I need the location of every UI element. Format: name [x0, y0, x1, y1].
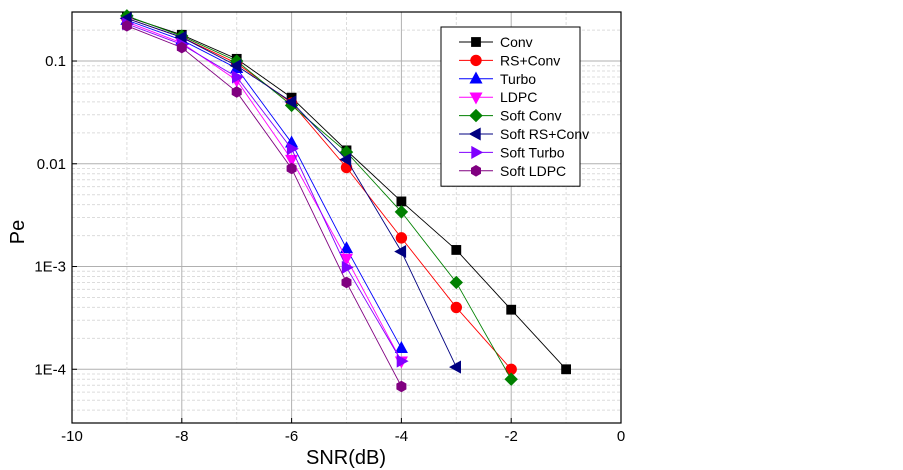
- data-point: [339, 241, 354, 254]
- series-line: [126, 23, 402, 362]
- legend-marker: [469, 108, 483, 123]
- data-point: [285, 154, 299, 167]
- series-line: [126, 25, 402, 387]
- y-tick-label: 0.01: [37, 156, 66, 173]
- series-soft-turbo: [122, 17, 409, 368]
- data-point: [396, 196, 407, 207]
- data-point: [284, 95, 297, 109]
- legend-label: Soft RS+Conv: [500, 126, 589, 142]
- series-line: [126, 19, 402, 349]
- data-point: [394, 205, 409, 219]
- legend-marker: [468, 127, 481, 141]
- legend-label: Soft LDPC: [500, 163, 566, 179]
- legend-label: Soft Conv: [500, 108, 561, 124]
- data-point: [232, 70, 244, 84]
- plot-frame: [71, 11, 622, 424]
- y-tick-label: 0.1: [45, 53, 66, 70]
- data-point: [394, 244, 407, 259]
- data-point: [286, 142, 299, 156]
- axis-ticks: -10 -8 -6 -4 -2 0 1E-4 1E-3 0.01 0.1: [34, 53, 625, 445]
- legend-marker: [471, 37, 481, 47]
- x-tick-label: -4: [395, 428, 408, 445]
- data-point: [449, 275, 464, 290]
- x-tick-label: 0: [617, 428, 625, 445]
- series-soft-ldpc: [121, 20, 407, 393]
- x-tick-label: -10: [61, 428, 83, 445]
- series-line: [126, 21, 402, 362]
- legend-label: Conv: [500, 34, 533, 50]
- legend-marker: [471, 165, 481, 177]
- data-point: [121, 20, 132, 32]
- data-point: [561, 364, 572, 375]
- legend-marker: [469, 92, 483, 105]
- legend-label: LDPC: [500, 89, 537, 105]
- data-point: [394, 341, 408, 353]
- legend-label: RS+Conv: [500, 52, 560, 68]
- legend-marker: [471, 145, 484, 159]
- data-point: [231, 86, 242, 98]
- x-tick-label: -6: [285, 428, 298, 445]
- data-point: [229, 59, 242, 73]
- data-point: [504, 372, 518, 386]
- data-point: [396, 354, 409, 368]
- series-ldpc: [120, 17, 408, 369]
- data-point: [286, 162, 297, 175]
- data-point: [339, 152, 352, 167]
- legend: Conv RS+Conv Turbo LDPC Soft Conv Soft RS+Con…: [440, 26, 589, 187]
- data-point: [339, 253, 354, 266]
- data-point: [176, 41, 187, 54]
- x-axis-title: SNR(dB): [306, 447, 386, 469]
- data-point: [506, 304, 517, 315]
- legend-label: Soft Turbo: [500, 144, 565, 160]
- data-point: [341, 260, 354, 274]
- legend-label: Turbo: [500, 71, 536, 87]
- y-tick-label: 1E-3: [34, 259, 66, 276]
- data-series: [119, 9, 572, 393]
- x-tick-label: -8: [175, 428, 188, 445]
- legend-box: [440, 26, 581, 187]
- y-tick-label: 1E-4: [34, 361, 66, 378]
- data-point: [395, 232, 408, 244]
- series-soft-rs-conv: [119, 11, 461, 374]
- y-axis-title: Pe: [7, 220, 29, 244]
- data-point: [341, 276, 352, 289]
- data-point: [449, 360, 461, 374]
- data-point: [451, 245, 462, 255]
- series-turbo: [120, 12, 408, 353]
- data-point: [396, 380, 407, 393]
- legend-marker: [469, 71, 483, 84]
- legend-marker: [470, 54, 482, 67]
- series-line: [126, 15, 512, 380]
- data-point: [450, 301, 462, 314]
- x-tick-label: -2: [505, 428, 518, 445]
